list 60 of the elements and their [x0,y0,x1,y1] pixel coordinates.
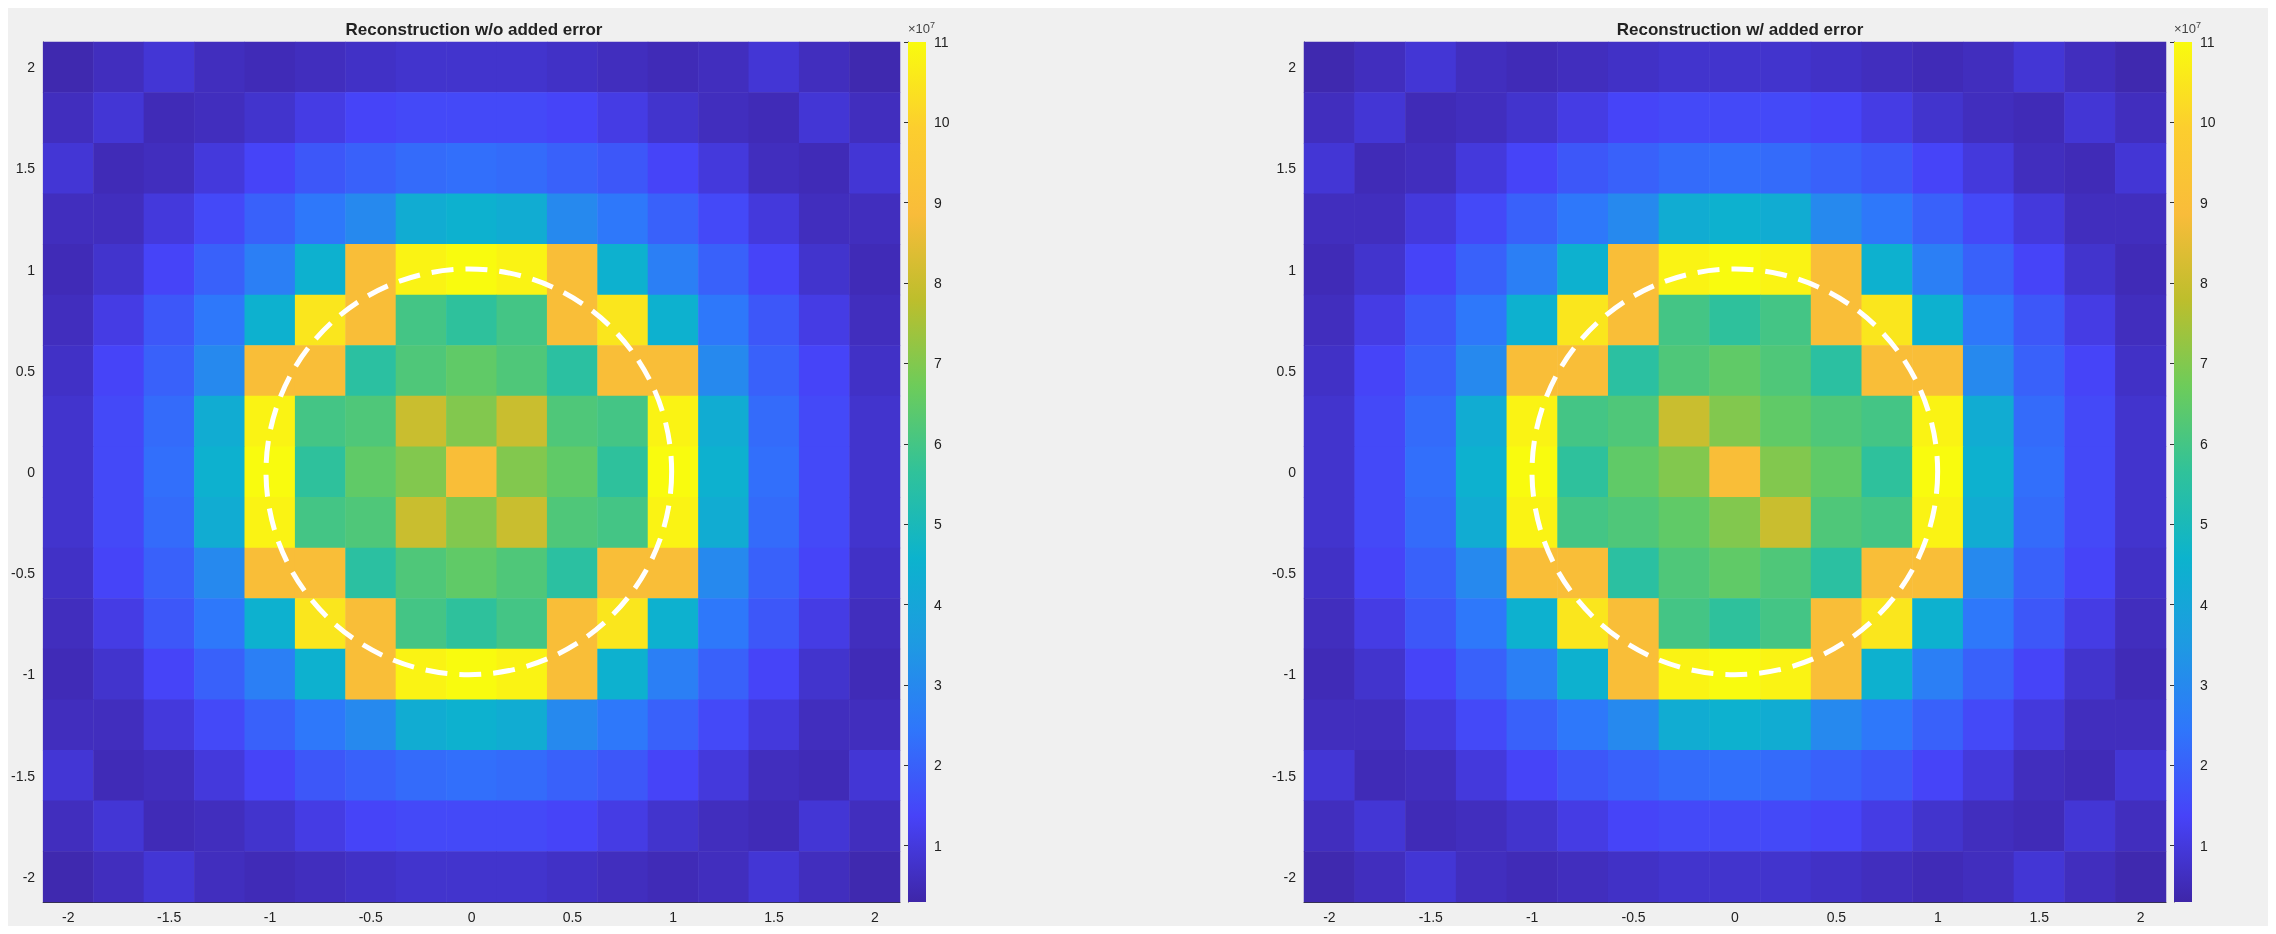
y-tick-label: -2 [22,868,36,885]
x-tick-label: 2 [870,909,879,925]
x-tick-label: -1.5 [1418,909,1444,925]
color-bar-label: 8 [934,275,942,292]
x-tick-label: 1.5 [764,909,784,925]
color-bar-label: 2 [2200,757,2208,774]
y-tick-label: -1 [1283,666,1297,683]
color-bar-label: 10 [934,114,950,131]
y-tick-label: 0.5 [15,362,36,379]
y-tick-label: 0 [1288,464,1297,480]
y-tick-label: -0.5 [11,565,36,582]
color-bar-label: 4 [2200,596,2208,613]
color-bar-label: 10 [2200,114,2216,131]
y-tick-label: 2 [1288,59,1297,76]
color-bar-label: 6 [934,435,942,452]
x-tick-label: -0.5 [1621,909,1646,925]
x-tick-label: 1 [1933,909,1942,925]
y-tick-label: 1 [1288,261,1297,278]
color-bar-label: 7 [934,355,942,372]
y-tick-label: -2 [1283,868,1297,885]
x-tick-label: -0.5 [358,909,384,925]
y-tick-label: -1.5 [11,767,36,784]
color-bar-label: 11 [934,34,949,50]
color-bar-label: 5 [2200,516,2208,533]
y-tick-label: 1.5 [1276,160,1297,177]
color-bar-label: 2 [934,757,942,774]
color-bar-label: 6 [2200,435,2208,452]
x-tick-label: 2 [2136,909,2145,925]
chart-title: Reconstruction w/o added error [345,20,603,39]
color-bar-label: 3 [2200,676,2208,693]
x-tick-label: 0.5 [1826,909,1847,925]
x-tick-label: -2 [1323,909,1336,925]
x-tick-label: -1 [263,909,277,925]
y-tick-label: -1.5 [1271,767,1297,784]
x-tick-label: -1.5 [157,909,182,925]
color-bar-label: 1 [2200,837,2208,854]
y-tick-label: 2 [27,59,36,76]
x-tick-label: 0 [467,909,476,925]
y-tick-label: -1 [22,666,36,683]
x-tick-label: 1 [669,909,678,925]
x-tick-label: 0.5 [562,909,583,925]
color-bar-label: 5 [934,516,942,533]
color-bar-label: 4 [934,596,942,613]
color-bar-label: 9 [2200,194,2208,211]
x-tick-label: 1.5 [2029,909,2050,925]
color-bar-label: 8 [2200,275,2208,292]
x-tick-label: 0 [1731,909,1740,925]
x-tick-label: -1 [1525,909,1539,925]
y-tick-label: 1 [27,261,36,278]
chart-title: Reconstruction w/ added error [1616,20,1864,39]
x-tick-label: -2 [62,909,75,925]
color-bar-label: 7 [2200,355,2208,372]
y-tick-label: -0.5 [1271,565,1297,582]
color-bar-label: 9 [934,194,942,211]
color-bar-label: 3 [934,676,942,693]
color-bar-label: 1 [934,837,942,854]
color-bar-label: 11 [2200,34,2215,50]
y-tick-label: 0.5 [1276,362,1297,379]
y-tick-label: 1.5 [15,160,36,177]
y-tick-label: 0 [27,464,36,480]
